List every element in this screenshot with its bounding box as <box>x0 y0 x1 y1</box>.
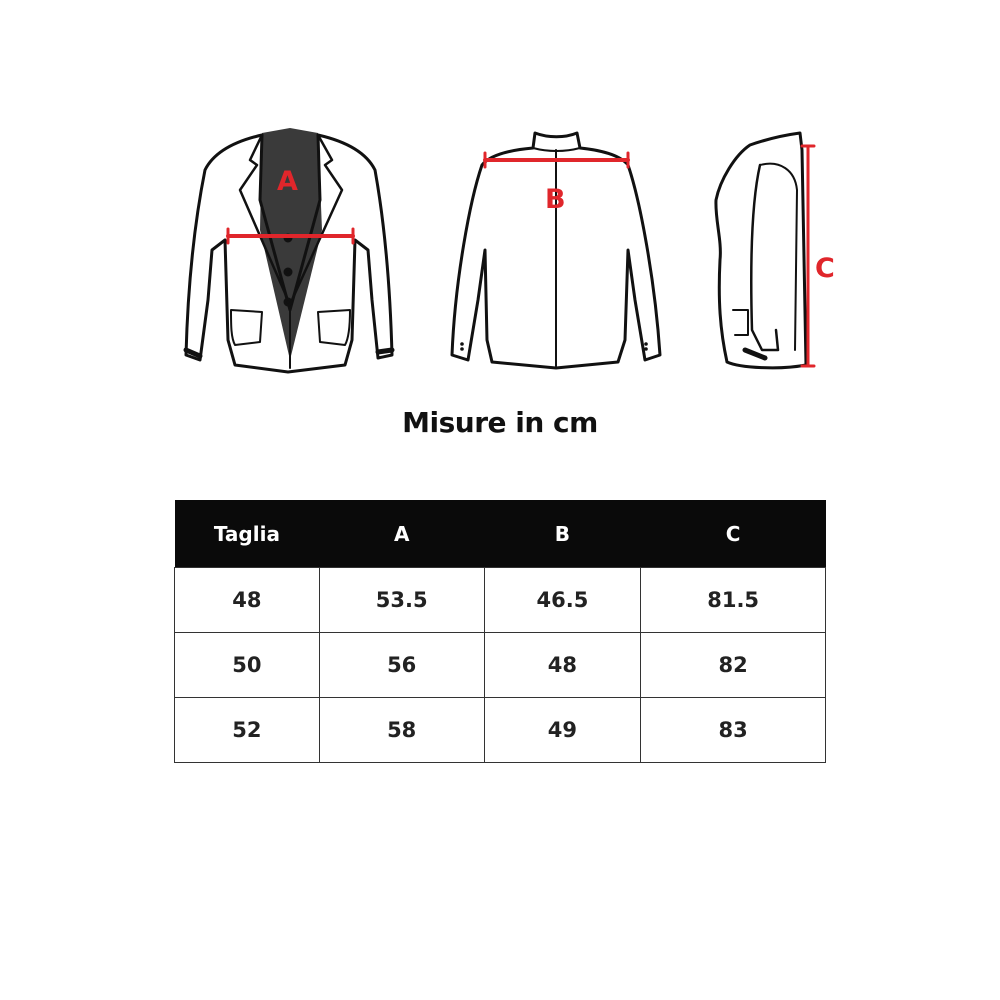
table-header-row: Taglia A B C <box>174 500 826 568</box>
cell-b: 46.5 <box>483 567 642 633</box>
header-size: Taglia <box>174 500 320 568</box>
jacket-side-view: C <box>714 131 835 370</box>
table-row: 52 58 49 83 <box>174 697 826 763</box>
cell-size: 48 <box>174 567 320 633</box>
cell-size: 52 <box>174 697 320 763</box>
jacket-front-view: A <box>183 128 395 374</box>
header-c: C <box>640 500 826 568</box>
jacket-back-view: B <box>450 131 662 370</box>
jacket-illustration: A B C <box>183 128 835 374</box>
cell-b: 48 <box>483 632 642 698</box>
page-title: Misure in cm <box>402 406 598 439</box>
cell-a: 56 <box>318 632 485 698</box>
measure-label-c: C <box>815 253 835 284</box>
cell-c: 83 <box>640 697 826 763</box>
measure-label-a: A <box>277 166 298 197</box>
table-row: 48 53.5 46.5 81.5 <box>174 567 826 633</box>
cell-b: 49 <box>483 697 642 763</box>
measure-label-b: B <box>545 184 566 215</box>
cell-c: 81.5 <box>640 567 826 633</box>
header-b: B <box>484 500 641 568</box>
size-table: Taglia A B C 48 53.5 46.5 81.5 50 56 48 … <box>174 500 826 763</box>
header-a: A <box>319 500 485 568</box>
cell-c: 82 <box>640 632 826 698</box>
cell-a: 53.5 <box>318 567 485 633</box>
cell-size: 50 <box>174 632 320 698</box>
cell-a: 58 <box>318 697 485 763</box>
table-row: 50 56 48 82 <box>174 632 826 698</box>
